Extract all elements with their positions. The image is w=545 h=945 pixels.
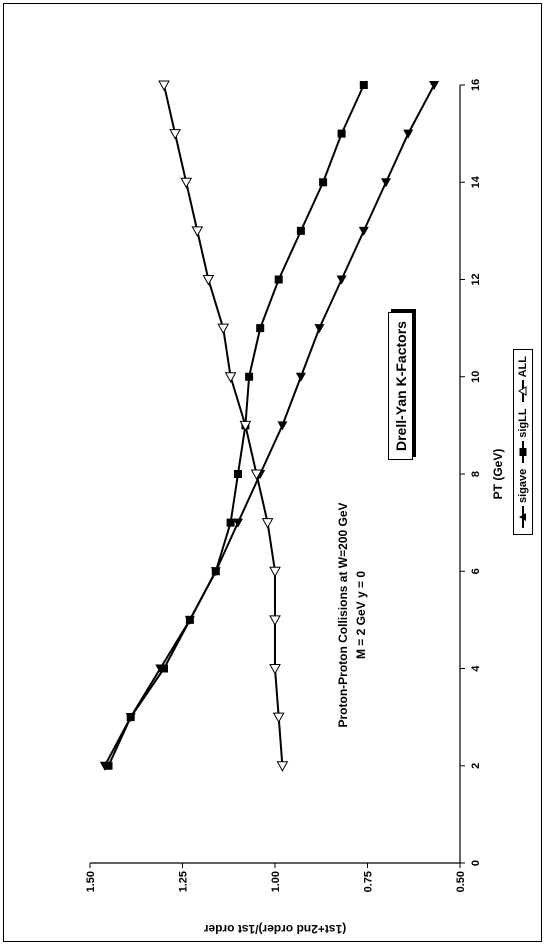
data-point-sigave (358, 226, 369, 236)
series-line-sigLL (107, 84, 365, 767)
data-point-ALL (250, 469, 263, 481)
data-point-ALL (191, 226, 204, 237)
data-point-sigave (314, 324, 325, 334)
data-point-ALL (217, 323, 230, 335)
data-point-sigLL (359, 81, 368, 89)
x-tick-label: 0 (470, 860, 482, 866)
data-point-sigLL (319, 178, 328, 187)
legend-item-sigave: sigave (517, 469, 529, 528)
data-point-sigLL (296, 226, 305, 235)
data-point-ALL (224, 372, 237, 383)
y-tick-label: 0.75 (363, 871, 375, 892)
series-ALL (158, 80, 289, 772)
x-tick-label: 4 (470, 665, 482, 672)
legend-label-sigave: sigave (517, 468, 529, 503)
legend-swatch-all (518, 380, 527, 403)
series-sigLL (104, 81, 368, 770)
data-point-sigave (233, 518, 243, 528)
data-point-sigave (429, 81, 440, 90)
data-point-sigLL (185, 615, 194, 624)
data-point-sigLL (274, 275, 283, 284)
data-point-sigave (336, 275, 347, 285)
data-point-ALL (158, 80, 170, 92)
series-line-ALL (163, 84, 284, 766)
annotation-line-2: M = 2 GeV y = 0 (354, 571, 368, 659)
data-point-sigLL (126, 713, 135, 722)
legend: sigave sigLL ALL (513, 349, 533, 535)
annotation-line-1: Proton-Proton Collisions at W=200 GeV (336, 502, 350, 727)
chart-frame (3, 3, 542, 942)
data-point-sigave (295, 372, 306, 382)
data-point-sigLL (104, 761, 113, 770)
data-point-ALL (180, 177, 193, 189)
data-point-sigLL (234, 470, 242, 478)
y-tick-label: 1.00 (270, 871, 282, 892)
data-point-ALL (276, 761, 289, 772)
data-point-ALL (169, 129, 181, 140)
y-tick-label: 1.50 (85, 871, 97, 892)
y-tick-label: 0.50 (455, 871, 467, 892)
data-point-sigLL (245, 372, 254, 381)
data-point-sigave (381, 178, 391, 188)
data-point-ALL (269, 615, 281, 626)
series-layer (99, 80, 440, 772)
axes: 0 2 4 6 8 10 12 14 16 0.50 0.75 1.00 1.25 1.50 (85, 79, 482, 893)
x-tick-label: 6 (470, 568, 482, 574)
x-tick-label: 12 (470, 273, 482, 285)
data-point-sigLL (226, 518, 235, 527)
x-tick-label: 10 (470, 371, 482, 383)
data-point-sigave (403, 129, 414, 139)
data-point-ALL (269, 566, 281, 578)
data-point-sigave (277, 421, 288, 431)
data-point-ALL (272, 712, 285, 724)
data-point-sigLL (160, 664, 168, 673)
data-point-ALL (202, 275, 215, 286)
x-axis-title: PT (GeV) (491, 449, 505, 500)
legend-item-sigll: sigLL (517, 408, 529, 463)
data-point-sigLL (337, 129, 346, 138)
data-point-sigLL (211, 567, 220, 576)
data-point-ALL (261, 518, 274, 529)
legend-item-all: ALL (517, 356, 529, 403)
data-point-sigLL (256, 324, 265, 333)
y-tick-label: 1.25 (178, 871, 190, 892)
legend-swatch-sigave (519, 506, 526, 528)
series-line-sigave (103, 84, 435, 767)
legend-label-all: ALL (517, 356, 529, 378)
data-point-ALL (269, 664, 281, 675)
y-axis-title: (1st+2nd order)/1st order (203, 922, 346, 936)
x-tick-label: 16 (470, 79, 482, 91)
data-point-ALL (239, 420, 252, 432)
x-tick-label: 8 (470, 471, 482, 477)
x-tick-label: 2 (470, 763, 482, 769)
legend-swatch-sigll (519, 440, 527, 463)
x-tick-label: 14 (470, 175, 482, 188)
chart-title: Drell-Yan K-Factors (388, 312, 413, 460)
legend-label-sigll: sigLL (517, 408, 529, 438)
